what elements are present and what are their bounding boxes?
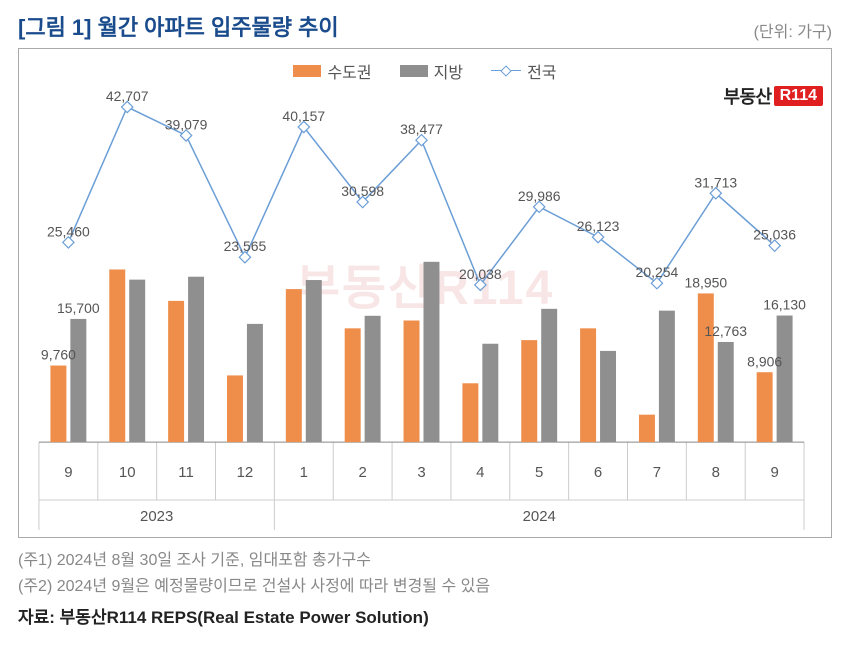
- x-tick-month: 8: [712, 464, 720, 481]
- value-label: 25,460: [47, 223, 90, 239]
- bar-sudo: [227, 375, 243, 442]
- bar-sudo: [50, 366, 66, 443]
- value-label: 30,598: [341, 183, 384, 199]
- legend-item-sudo: 수도권: [293, 59, 371, 83]
- x-tick-month: 3: [417, 464, 425, 481]
- x-tick-month: 7: [653, 464, 661, 481]
- bar-local: [423, 262, 439, 442]
- value-label: 20,254: [636, 264, 679, 280]
- bar-local: [600, 351, 616, 442]
- value-label: 42,707: [106, 89, 149, 104]
- value-label: 23,565: [224, 238, 267, 254]
- value-label: 26,123: [577, 218, 620, 234]
- x-tick-month: 2: [358, 464, 366, 481]
- bar-sudo: [462, 383, 478, 442]
- legend-label-local: 지방: [434, 59, 463, 83]
- legend-swatch-nation: [491, 64, 521, 78]
- value-label: 39,079: [165, 116, 208, 132]
- chart-container: 수도권 지방 전국 부동산 R114 부동산R114 9,76015,70025…: [18, 48, 832, 538]
- value-label: 18,950: [684, 274, 727, 290]
- legend-swatch-sudo: [293, 65, 321, 77]
- legend-item-local: 지방: [400, 59, 463, 83]
- bar-sudo: [404, 320, 420, 442]
- value-label: 15,700: [57, 300, 100, 316]
- legend-swatch-local: [400, 65, 428, 77]
- value-label: 16,130: [763, 297, 806, 313]
- value-label: 25,036: [753, 227, 796, 243]
- footnote-2: (주2) 2024년 9월은 예정물량이므로 건설사 사정에 따라 변경될 수 …: [18, 574, 832, 600]
- bar-sudo: [757, 372, 773, 442]
- bar-sudo: [521, 340, 537, 442]
- x-tick-month: 9: [770, 464, 778, 481]
- x-tick-month: 6: [594, 464, 602, 481]
- bar-local: [129, 280, 145, 442]
- x-tick-month: 1: [300, 464, 308, 481]
- value-label: 38,477: [400, 121, 443, 137]
- value-label: 40,157: [282, 108, 325, 124]
- bar-sudo: [345, 328, 361, 442]
- bar-local: [718, 342, 734, 442]
- x-tick-month: 10: [119, 464, 136, 481]
- bar-local: [247, 324, 263, 442]
- bar-local: [659, 311, 675, 442]
- footnote-1: (주1) 2024년 8월 30일 조사 기준, 임대포함 총가구수: [18, 548, 832, 574]
- bar-local: [541, 309, 557, 442]
- value-label: 31,713: [694, 174, 737, 190]
- x-tick-year: 2023: [140, 508, 173, 525]
- x-tick-month: 12: [237, 464, 254, 481]
- source-line: 자료: 부동산R114 REPS(Real Estate Power Solut…: [18, 603, 832, 628]
- x-tick-month: 4: [476, 464, 484, 481]
- x-tick-month: 5: [535, 464, 543, 481]
- bar-sudo: [286, 289, 302, 442]
- bar-sudo: [698, 293, 714, 442]
- value-label: 29,986: [518, 188, 561, 204]
- x-tick-month: 11: [178, 464, 194, 481]
- value-label: 20,038: [459, 266, 502, 282]
- value-label: 8,906: [747, 353, 782, 369]
- unit-label: (단위: 가구): [754, 18, 832, 42]
- bar-local: [365, 316, 381, 442]
- bar-local: [777, 316, 793, 443]
- chart-plot: 9,760 15,700 25,460 42,707 39,079 23,565 40,15…: [19, 89, 831, 538]
- chart-title: [그림 1] 월간 아파트 입주물량 추이: [18, 10, 339, 42]
- bar-local: [482, 344, 498, 442]
- x-tick-year: 2024: [523, 508, 556, 525]
- bar-local: [70, 319, 86, 442]
- bar-sudo: [109, 269, 125, 442]
- bar-local: [188, 277, 204, 442]
- value-label: 12,763: [704, 323, 747, 339]
- legend-item-nation: 전국: [491, 59, 556, 83]
- legend-label-nation: 전국: [527, 59, 556, 83]
- legend-label-sudo: 수도권: [327, 59, 371, 83]
- legend: 수도권 지방 전국: [19, 49, 831, 87]
- bar-sudo: [639, 415, 655, 442]
- bar-local: [306, 280, 322, 442]
- bar-sudo: [168, 301, 184, 442]
- bar-sudo: [580, 328, 596, 442]
- value-label: 9,760: [41, 347, 76, 363]
- x-tick-month: 9: [64, 464, 72, 481]
